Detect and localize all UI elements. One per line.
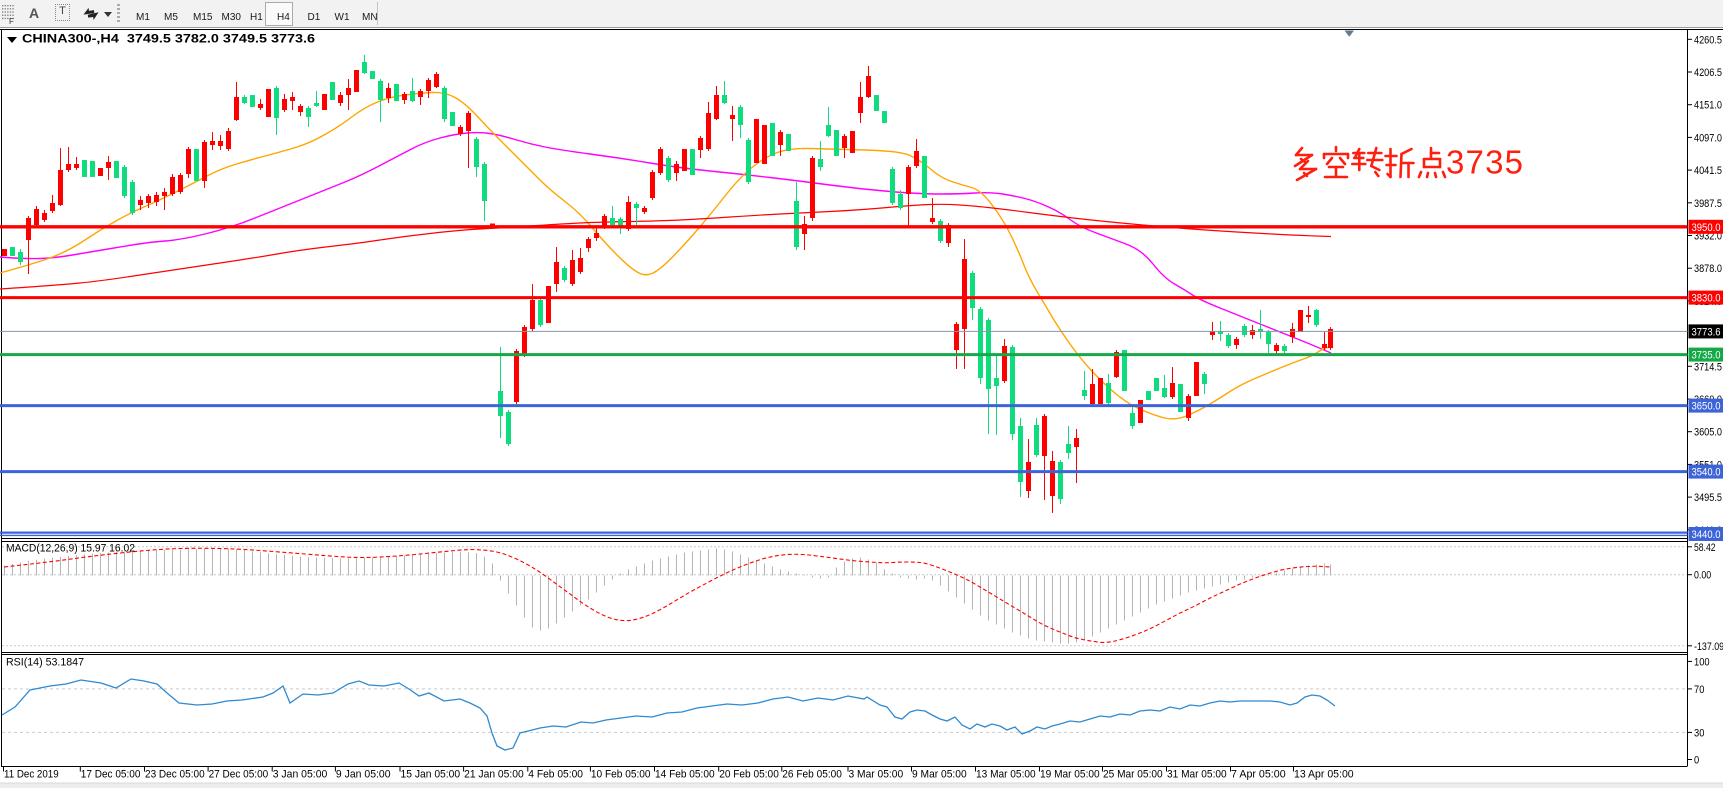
svg-text:11 Dec 2019: 11 Dec 2019 <box>4 769 59 781</box>
svg-text:100: 100 <box>1694 656 1710 668</box>
svg-text:31 Mar 05:00: 31 Mar 05:00 <box>1167 769 1227 781</box>
svg-text:3830.0: 3830.0 <box>1692 293 1721 305</box>
svg-text:MACD(12,26,9) 15.97 16.02: MACD(12,26,9) 15.97 16.02 <box>6 543 135 555</box>
svg-text:9 Jan 05:00: 9 Jan 05:00 <box>336 769 391 781</box>
svg-text:25 Mar 05:00: 25 Mar 05:00 <box>1103 769 1163 781</box>
svg-text:70: 70 <box>1694 684 1704 696</box>
svg-text:3735: 3735 <box>1446 144 1523 181</box>
svg-text:14 Feb 05:00: 14 Feb 05:00 <box>655 769 715 781</box>
svg-text:4206.5: 4206.5 <box>1694 67 1722 79</box>
svg-text:3 Jan 05:00: 3 Jan 05:00 <box>273 769 328 781</box>
svg-text:3950.0: 3950.0 <box>1692 222 1721 234</box>
svg-text:0: 0 <box>1694 755 1699 767</box>
svg-text:13 Apr 05:00: 13 Apr 05:00 <box>1294 769 1354 781</box>
svg-text:58.42: 58.42 <box>1694 542 1716 554</box>
svg-text:3878.0: 3878.0 <box>1694 263 1722 275</box>
svg-text:3987.5: 3987.5 <box>1694 198 1722 210</box>
svg-text:9 Mar 05:00: 9 Mar 05:00 <box>912 769 967 781</box>
svg-text:-137.09: -137.09 <box>1694 641 1723 653</box>
svg-text:20 Feb 05:00: 20 Feb 05:00 <box>719 769 779 781</box>
svg-text:3540.0: 3540.0 <box>1692 467 1721 479</box>
svg-text:CHINA300-,H4 3749.5 3782.0 37: CHINA300-,H4 3749.5 3782.0 3749.5 3773.6 <box>22 32 315 46</box>
svg-text:19 Mar 05:00: 19 Mar 05:00 <box>1040 769 1100 781</box>
svg-text:17 Dec 05:00: 17 Dec 05:00 <box>81 769 141 781</box>
svg-text:4 Feb 05:00: 4 Feb 05:00 <box>528 769 583 781</box>
svg-text:3440.0: 3440.0 <box>1692 529 1721 541</box>
svg-text:10 Feb 05:00: 10 Feb 05:00 <box>591 769 651 781</box>
svg-text:F: F <box>9 17 14 26</box>
svg-text:3650.0: 3650.0 <box>1692 401 1721 413</box>
svg-text:3735.0: 3735.0 <box>1692 350 1721 362</box>
svg-text:30: 30 <box>1694 727 1704 739</box>
svg-text:3 Mar 05:00: 3 Mar 05:00 <box>849 769 904 781</box>
svg-text:3714.5: 3714.5 <box>1694 361 1722 373</box>
svg-text:21 Jan 05:00: 21 Jan 05:00 <box>464 769 524 781</box>
svg-text:3605.0: 3605.0 <box>1694 427 1722 439</box>
svg-text:7 Apr 05:00: 7 Apr 05:00 <box>1231 769 1286 781</box>
svg-text:13 Mar 05:00: 13 Mar 05:00 <box>976 769 1036 781</box>
svg-text:23 Dec 05:00: 23 Dec 05:00 <box>145 769 205 781</box>
svg-text:26 Feb 05:00: 26 Feb 05:00 <box>782 769 842 781</box>
svg-text:0.00: 0.00 <box>1694 570 1711 582</box>
svg-text:27 Dec 05:00: 27 Dec 05:00 <box>209 769 269 781</box>
svg-text:4041.5: 4041.5 <box>1694 165 1722 177</box>
svg-text:3495.5: 3495.5 <box>1694 492 1722 504</box>
svg-text:3773.6: 3773.6 <box>1692 326 1721 338</box>
svg-text:4097.0: 4097.0 <box>1694 132 1722 144</box>
svg-text:RSI(14) 53.1847: RSI(14) 53.1847 <box>6 657 84 669</box>
svg-text:15 Jan 05:00: 15 Jan 05:00 <box>401 769 461 781</box>
svg-text:4260.5: 4260.5 <box>1694 34 1722 46</box>
svg-text:4151.0: 4151.0 <box>1694 100 1722 112</box>
